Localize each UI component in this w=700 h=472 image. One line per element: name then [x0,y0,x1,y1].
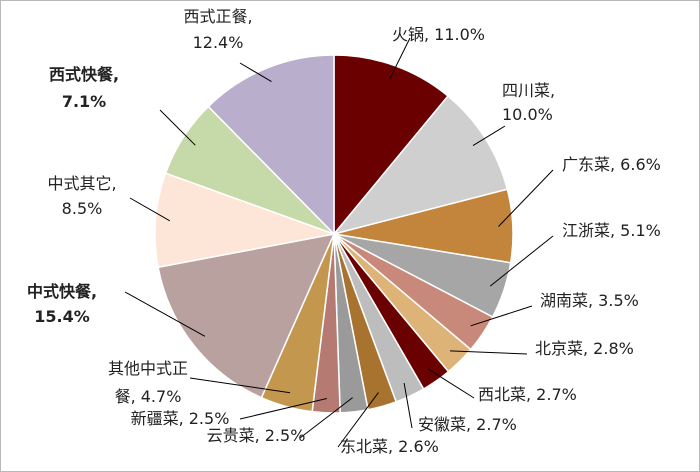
leader-line [189,377,291,394]
slice-label: 西北菜, 2.7% [478,385,577,404]
leader-line [498,169,554,227]
leader-lines-group [124,37,554,448]
slice-label: 新疆菜, 2.5% [131,409,230,428]
slice-label: 云贵菜, 2.5% [207,426,306,445]
slice-label: 火锅, 11.0% [392,25,485,44]
slice-label: 西式快餐, [49,65,119,84]
leader-line [470,305,533,327]
leader-line [389,37,411,80]
slice-label: 安徽菜, 2.7% [418,415,517,434]
slice-label: 北京菜, 2.8% [535,339,634,358]
leader-line [427,368,475,399]
slice-label: 湖南菜, 3.5% [540,291,639,310]
pie-slice [207,54,335,236]
slices-group [154,54,514,414]
leader-line [489,235,554,287]
slice-label: 中式其它, [47,174,116,193]
slice-label: 东北菜, 2.6% [340,437,439,456]
slice-label: 西式正餐, [183,7,252,26]
slice-label: 餐, 4.7% [115,387,182,406]
pie-slice [333,54,450,237]
slice-label: 10.0% [502,105,553,124]
leader-line [472,125,506,147]
slice-label: 12.4% [193,33,244,52]
slice-label: 中式快餐, [27,282,97,301]
pie-slice [157,232,336,399]
leader-line [403,382,413,429]
leader-line [449,350,528,355]
slice-label: 江浙菜, 5.1% [562,221,661,240]
leader-line [239,62,272,83]
slice-label: 8.5% [62,199,103,218]
leader-line [129,197,171,222]
leader-line [159,109,196,146]
leader-line [337,392,379,448]
slice-label: 7.1% [62,92,106,111]
slice-label: 广东菜, 6.6% [562,155,661,174]
slice-label: 四川菜, [502,81,555,100]
labels-group: 火锅, 11.0% 四川菜, 10.0% 广东菜, 6.6% 江浙菜, 5.1% 湖南菜,… [27,7,661,456]
pie-slice [154,172,337,269]
leader-line [239,398,327,420]
slice-label: 其他中式正 [108,359,188,378]
slice-label: 15.4% [34,307,90,326]
leader-line [124,291,206,337]
leader-line [299,397,353,439]
